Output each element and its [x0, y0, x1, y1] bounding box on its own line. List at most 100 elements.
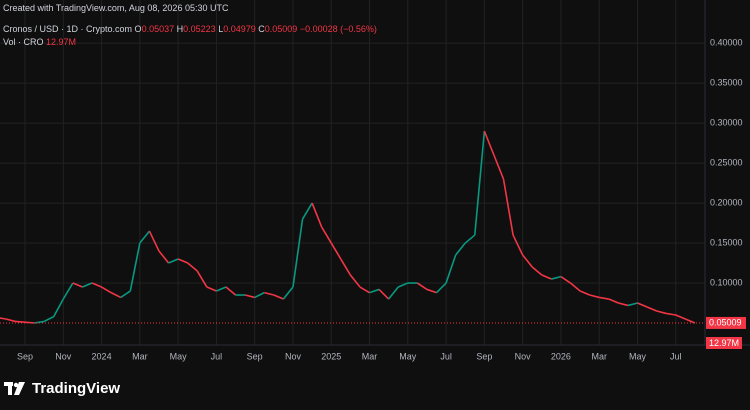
price-segment — [685, 318, 696, 324]
price-segment — [369, 288, 380, 294]
price-segment — [483, 130, 495, 156]
change: −0.00028 (−0.56%) — [299, 24, 377, 34]
price-segment — [435, 282, 447, 294]
price-segment — [5, 318, 16, 323]
x-tick-label: Jul — [440, 351, 452, 361]
y-tick-label: 0.35000 — [710, 78, 743, 88]
y-tick-label: 0.40000 — [710, 38, 743, 48]
volume-value: 12.97M — [46, 37, 77, 47]
x-tick-label: Mar — [132, 351, 148, 361]
price-segment — [512, 234, 524, 256]
price-segment — [675, 314, 686, 320]
price-segment — [53, 298, 64, 317]
price-segment — [608, 298, 619, 304]
price-segment — [531, 266, 543, 276]
price-segment — [158, 250, 170, 264]
price-segment — [541, 274, 552, 280]
price-segment — [216, 286, 227, 292]
last-price-label: 0.05009 — [709, 317, 742, 327]
price-segment — [579, 290, 590, 296]
price-segment — [311, 202, 323, 228]
price-segment — [320, 226, 332, 244]
price-segment — [187, 262, 198, 272]
price-segment — [493, 154, 505, 180]
x-tick-label: May — [399, 351, 417, 361]
price-segment — [666, 312, 676, 316]
price-segment — [627, 302, 638, 307]
chart: 0.10000 0.15000 0.20000 0.25000 0.30000 0.350… — [0, 0, 750, 361]
brand: TradingView — [4, 380, 120, 397]
price-segment — [464, 234, 476, 244]
price-segment — [43, 315, 55, 323]
price-segment — [196, 270, 208, 288]
ohlc-label: H — [176, 24, 184, 34]
y-tick-label: 0.10000 — [710, 277, 743, 287]
price-segment — [637, 302, 648, 308]
price-segment — [301, 202, 313, 220]
price-segment — [560, 275, 571, 284]
price-segment — [397, 282, 409, 288]
legend-line: Cronos / USD · 1D · Crypto.com O0.05037 … — [3, 24, 377, 34]
x-tick-label: Jul — [670, 351, 682, 361]
x-tick-label: May — [170, 351, 188, 361]
price-segment — [148, 230, 160, 252]
price-segment — [91, 282, 102, 288]
price-segment — [589, 294, 600, 299]
x-tick-label: 2026 — [551, 351, 571, 361]
price-segment — [330, 242, 342, 260]
x-tick-label: 2025 — [321, 351, 341, 361]
x-tick-label: Sep — [17, 351, 33, 361]
x-tick-label: Jul — [211, 351, 223, 361]
price-segment — [359, 286, 370, 294]
ohlc-value: 0.04979 — [223, 24, 256, 34]
brand-name: TradingView — [32, 380, 121, 397]
ohlc-label: C — [258, 24, 265, 34]
volume-tag: 12.97M — [705, 337, 742, 349]
price-segment — [168, 258, 179, 264]
price-segment — [24, 321, 35, 324]
price-segment — [455, 242, 466, 256]
price-segment — [416, 282, 428, 291]
x-tick-label: Nov — [55, 351, 72, 361]
ohlc: O0.05037 H0.05223 L0.04979 C0.05009 — [135, 24, 300, 34]
x-tick-label: Sep — [247, 351, 263, 361]
x-tick-label: Mar — [591, 351, 607, 361]
x-tick-label: Nov — [285, 351, 302, 361]
price-segment — [474, 131, 486, 236]
price-segment — [599, 296, 609, 300]
price-segment — [139, 230, 151, 244]
ohlc-value: 0.05009 — [264, 24, 298, 34]
y-tick-label: 0.30000 — [710, 118, 743, 128]
price-segment — [292, 218, 304, 288]
price-segment — [349, 274, 361, 288]
price-segment — [569, 282, 581, 292]
last-price-tag — [706, 316, 746, 329]
x-tick-label: Mar — [362, 351, 378, 361]
price-segment — [82, 282, 93, 288]
symbol: Cronos / USD · 1D · Crypto.com — [3, 24, 133, 34]
price-segment — [445, 254, 457, 284]
price-segment — [129, 242, 141, 292]
price-segment — [426, 288, 437, 294]
x-tick-label: Nov — [515, 351, 532, 361]
y-tick-label: 0.15000 — [710, 237, 743, 247]
price-segment — [378, 288, 390, 300]
x-tick-label: 2024 — [92, 351, 112, 361]
price-segment — [101, 286, 112, 294]
price-segment — [522, 254, 533, 268]
price-segment — [282, 286, 294, 300]
price-segment — [244, 294, 255, 299]
y-tick-label: 0.20000 — [710, 197, 743, 207]
price-segment — [0, 317, 7, 320]
price-segment — [551, 275, 562, 280]
price-segment — [254, 291, 265, 299]
price-segment — [72, 282, 83, 288]
x-tick-label: Sep — [476, 351, 492, 361]
brand-logo — [4, 381, 25, 395]
price-segment — [273, 294, 284, 300]
x-tick-label: May — [629, 351, 647, 361]
created-note: Created with TradingView.com, Aug 08, 20… — [3, 3, 229, 13]
volume-name: Vol · CRO — [3, 37, 44, 47]
y-tick-label: 0.25000 — [710, 157, 743, 167]
